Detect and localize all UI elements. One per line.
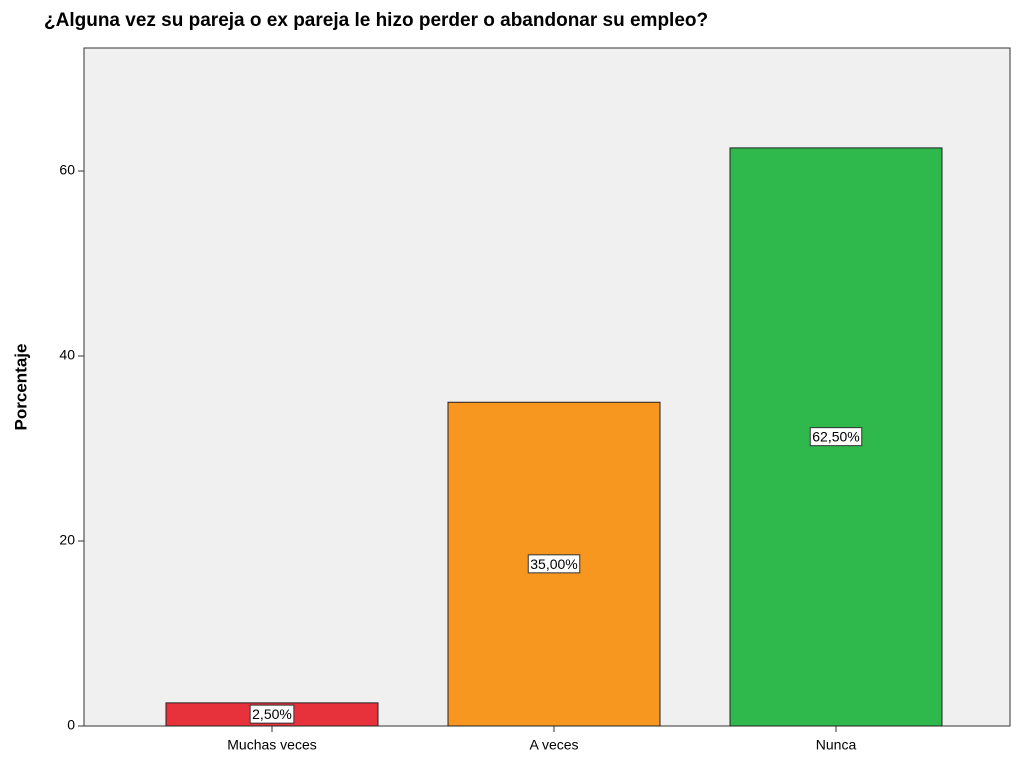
y-tick-label: 20 bbox=[59, 532, 75, 548]
x-tick-label: Muchas veces bbox=[227, 737, 316, 753]
data-label: 35,00% bbox=[530, 556, 577, 572]
x-tick-label: Nunca bbox=[816, 737, 857, 753]
data-label: 2,50% bbox=[252, 706, 292, 722]
y-tick-label: 40 bbox=[59, 347, 75, 363]
data-label: 62,50% bbox=[812, 429, 859, 445]
chart-title: ¿Alguna vez su pareja o ex pareja le hiz… bbox=[44, 10, 708, 31]
data-label-box bbox=[527, 554, 581, 574]
data-label-box bbox=[249, 704, 295, 724]
y-tick-label: 0 bbox=[67, 717, 75, 733]
y-axis-label: Porcentaje bbox=[11, 344, 30, 431]
y-tick-label: 60 bbox=[59, 162, 75, 178]
x-tick-label: A veces bbox=[529, 737, 578, 753]
data-label-box bbox=[809, 427, 863, 447]
